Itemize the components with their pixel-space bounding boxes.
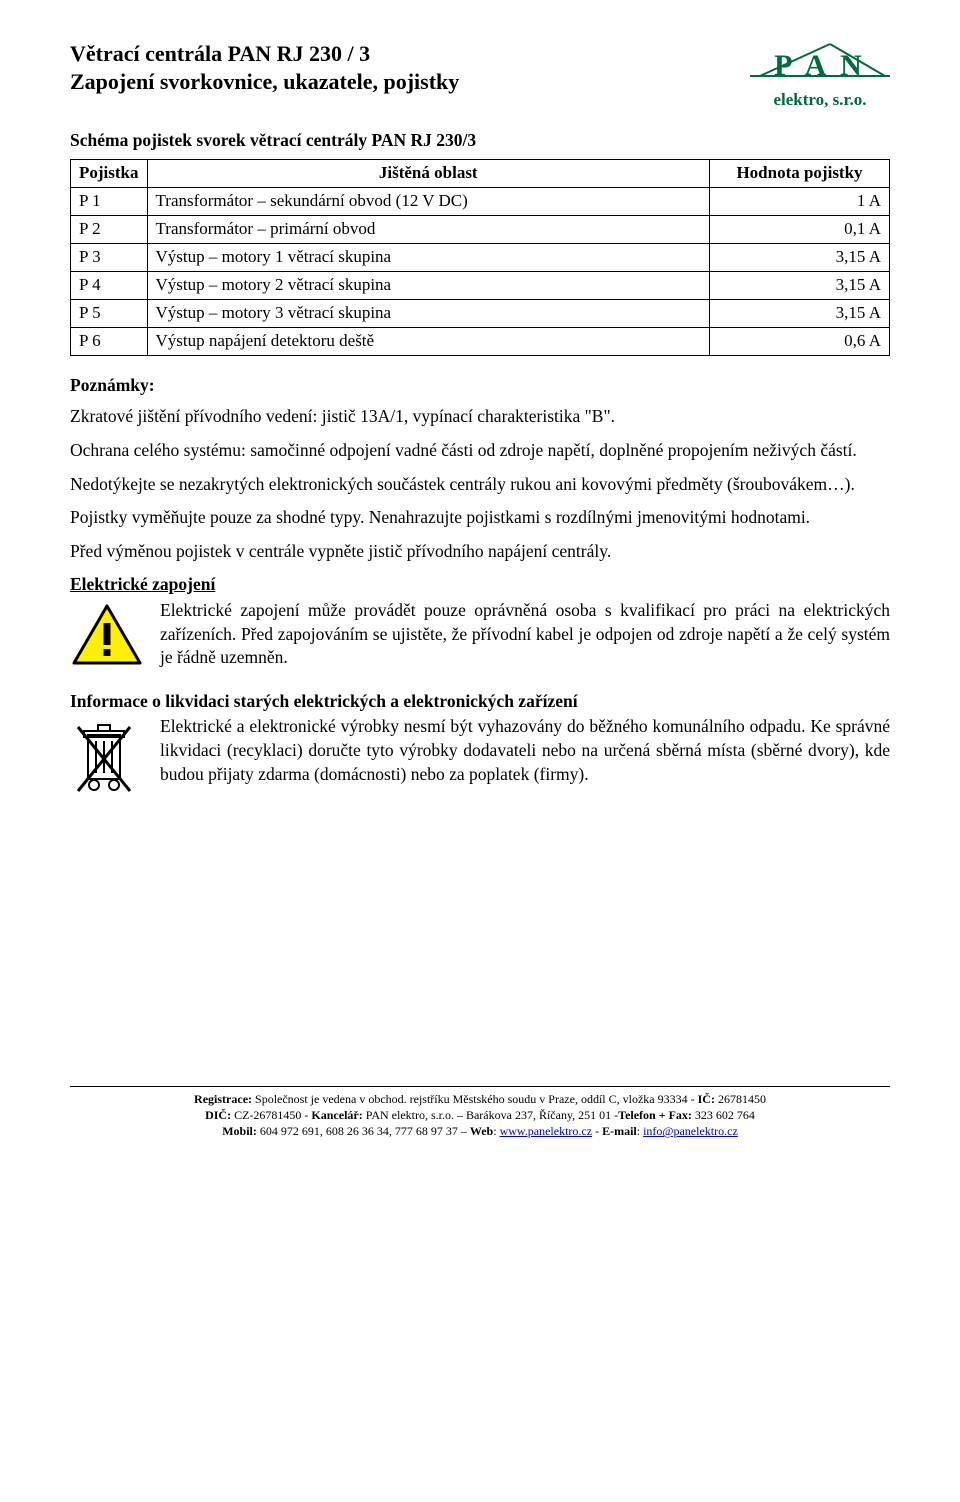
- footer-label: Telefon + Fax:: [618, 1108, 692, 1122]
- disposal-body: Elektrické a elektronické výrobky nesmí …: [160, 715, 890, 786]
- cell: P 2: [71, 215, 148, 243]
- footer-label: Mobil:: [222, 1124, 257, 1138]
- disposal-section-title: Informace o likvidaci starých elektrický…: [70, 690, 890, 714]
- footer-text: PAN elektro, s.r.o. – Barákova 237, Říča…: [363, 1108, 618, 1122]
- weee-crossed-bin-icon: [70, 715, 160, 806]
- page-footer: Registrace: Společnost je vedena v obcho…: [70, 1086, 890, 1140]
- cell: 3,15 A: [710, 271, 890, 299]
- title-line-1: Větrací centrála PAN RJ 230 / 3: [70, 40, 459, 68]
- logo-text-top: P A N: [750, 46, 890, 87]
- cell: P 1: [71, 188, 148, 216]
- footer-text: Společnost je vedena v obchod. rejstříku…: [252, 1092, 698, 1106]
- footer-label: Kancelář:: [311, 1108, 362, 1122]
- electrical-section-title: Elektrické zapojení: [70, 573, 890, 597]
- note-paragraph: Nedotýkejte se nezakrytých elektronickýc…: [70, 473, 890, 497]
- note-paragraph: Ochrana celého systému: samočinné odpoje…: [70, 439, 890, 463]
- notes-heading: Poznámky:: [70, 374, 890, 398]
- cell: 0,1 A: [710, 215, 890, 243]
- table-row: P 2Transformátor – primární obvod0,1 A: [71, 215, 890, 243]
- company-logo: P A N elektro, s.r.o.: [750, 40, 890, 111]
- table-row: P 5Výstup – motory 3 větrací skupina3,15…: [71, 299, 890, 327]
- note-paragraph: Před výměnou pojistek v centrále vypněte…: [70, 540, 890, 564]
- footer-text: 323 602 764: [692, 1108, 755, 1122]
- footer-label: Registrace:: [194, 1092, 252, 1106]
- footer-text: CZ-26781450 -: [231, 1108, 311, 1122]
- footer-line-1: Registrace: Společnost je vedena v obcho…: [70, 1091, 890, 1107]
- note-paragraph: Zkratové jištění přívodního vedení: jist…: [70, 405, 890, 429]
- document-title: Větrací centrála PAN RJ 230 / 3 Zapojení…: [70, 40, 459, 95]
- electrical-body: Elektrické zapojení může provádět pouze …: [160, 599, 890, 670]
- footer-text: 26781450: [715, 1092, 766, 1106]
- cell: Výstup – motory 1 větrací skupina: [147, 243, 710, 271]
- table-header-row: Pojistka Jištěná oblast Hodnota pojistky: [71, 160, 890, 188]
- col-header-fuse: Pojistka: [71, 160, 148, 188]
- warning-triangle-icon: [70, 599, 160, 676]
- footer-email-link[interactable]: info@panelektro.cz: [643, 1124, 738, 1138]
- cell: P 5: [71, 299, 148, 327]
- title-line-2: Zapojení svorkovnice, ukazatele, pojistk…: [70, 68, 459, 96]
- cell: 3,15 A: [710, 243, 890, 271]
- disposal-block: Elektrické a elektronické výrobky nesmí …: [70, 715, 890, 806]
- footer-label: E-mail: [602, 1124, 637, 1138]
- cell: Výstup napájení detektoru deště: [147, 327, 710, 355]
- col-header-value: Hodnota pojistky: [710, 160, 890, 188]
- cell: Výstup – motory 2 větrací skupina: [147, 271, 710, 299]
- note-paragraph: Pojistky vyměňujte pouze za shodné typy.…: [70, 506, 890, 530]
- cell: Transformátor – primární obvod: [147, 215, 710, 243]
- footer-label: DIČ:: [205, 1108, 231, 1122]
- logo-text-bottom: elektro, s.r.o.: [750, 89, 890, 112]
- cell: P 4: [71, 271, 148, 299]
- cell: 1 A: [710, 188, 890, 216]
- schema-title: Schéma pojistek svorek větrací centrály …: [70, 129, 890, 153]
- table-row: P 3Výstup – motory 1 větrací skupina3,15…: [71, 243, 890, 271]
- footer-text: 604 972 691, 608 26 36 34, 777 68 97 37 …: [257, 1124, 470, 1138]
- footer-line-3: Mobil: 604 972 691, 608 26 36 34, 777 68…: [70, 1123, 890, 1139]
- electrical-block: Elektrické zapojení může provádět pouze …: [70, 599, 890, 676]
- col-header-area: Jištěná oblast: [147, 160, 710, 188]
- footer-label: Web: [470, 1124, 493, 1138]
- cell: P 6: [71, 327, 148, 355]
- footer-label: IČ:: [698, 1092, 715, 1106]
- table-row: P 1Transformátor – sekundární obvod (12 …: [71, 188, 890, 216]
- document-header: Větrací centrála PAN RJ 230 / 3 Zapojení…: [70, 40, 890, 111]
- cell: 3,15 A: [710, 299, 890, 327]
- fuse-table: Pojistka Jištěná oblast Hodnota pojistky…: [70, 159, 890, 356]
- footer-web-link[interactable]: www.panelektro.cz: [500, 1124, 593, 1138]
- table-row: P 4Výstup – motory 2 větrací skupina3,15…: [71, 271, 890, 299]
- footer-text: -: [592, 1124, 602, 1138]
- cell: Výstup – motory 3 větrací skupina: [147, 299, 710, 327]
- cell: 0,6 A: [710, 327, 890, 355]
- cell: Transformátor – sekundární obvod (12 V D…: [147, 188, 710, 216]
- table-row: P 6Výstup napájení detektoru deště0,6 A: [71, 327, 890, 355]
- cell: P 3: [71, 243, 148, 271]
- footer-line-2: DIČ: CZ-26781450 - Kancelář: PAN elektro…: [70, 1107, 890, 1123]
